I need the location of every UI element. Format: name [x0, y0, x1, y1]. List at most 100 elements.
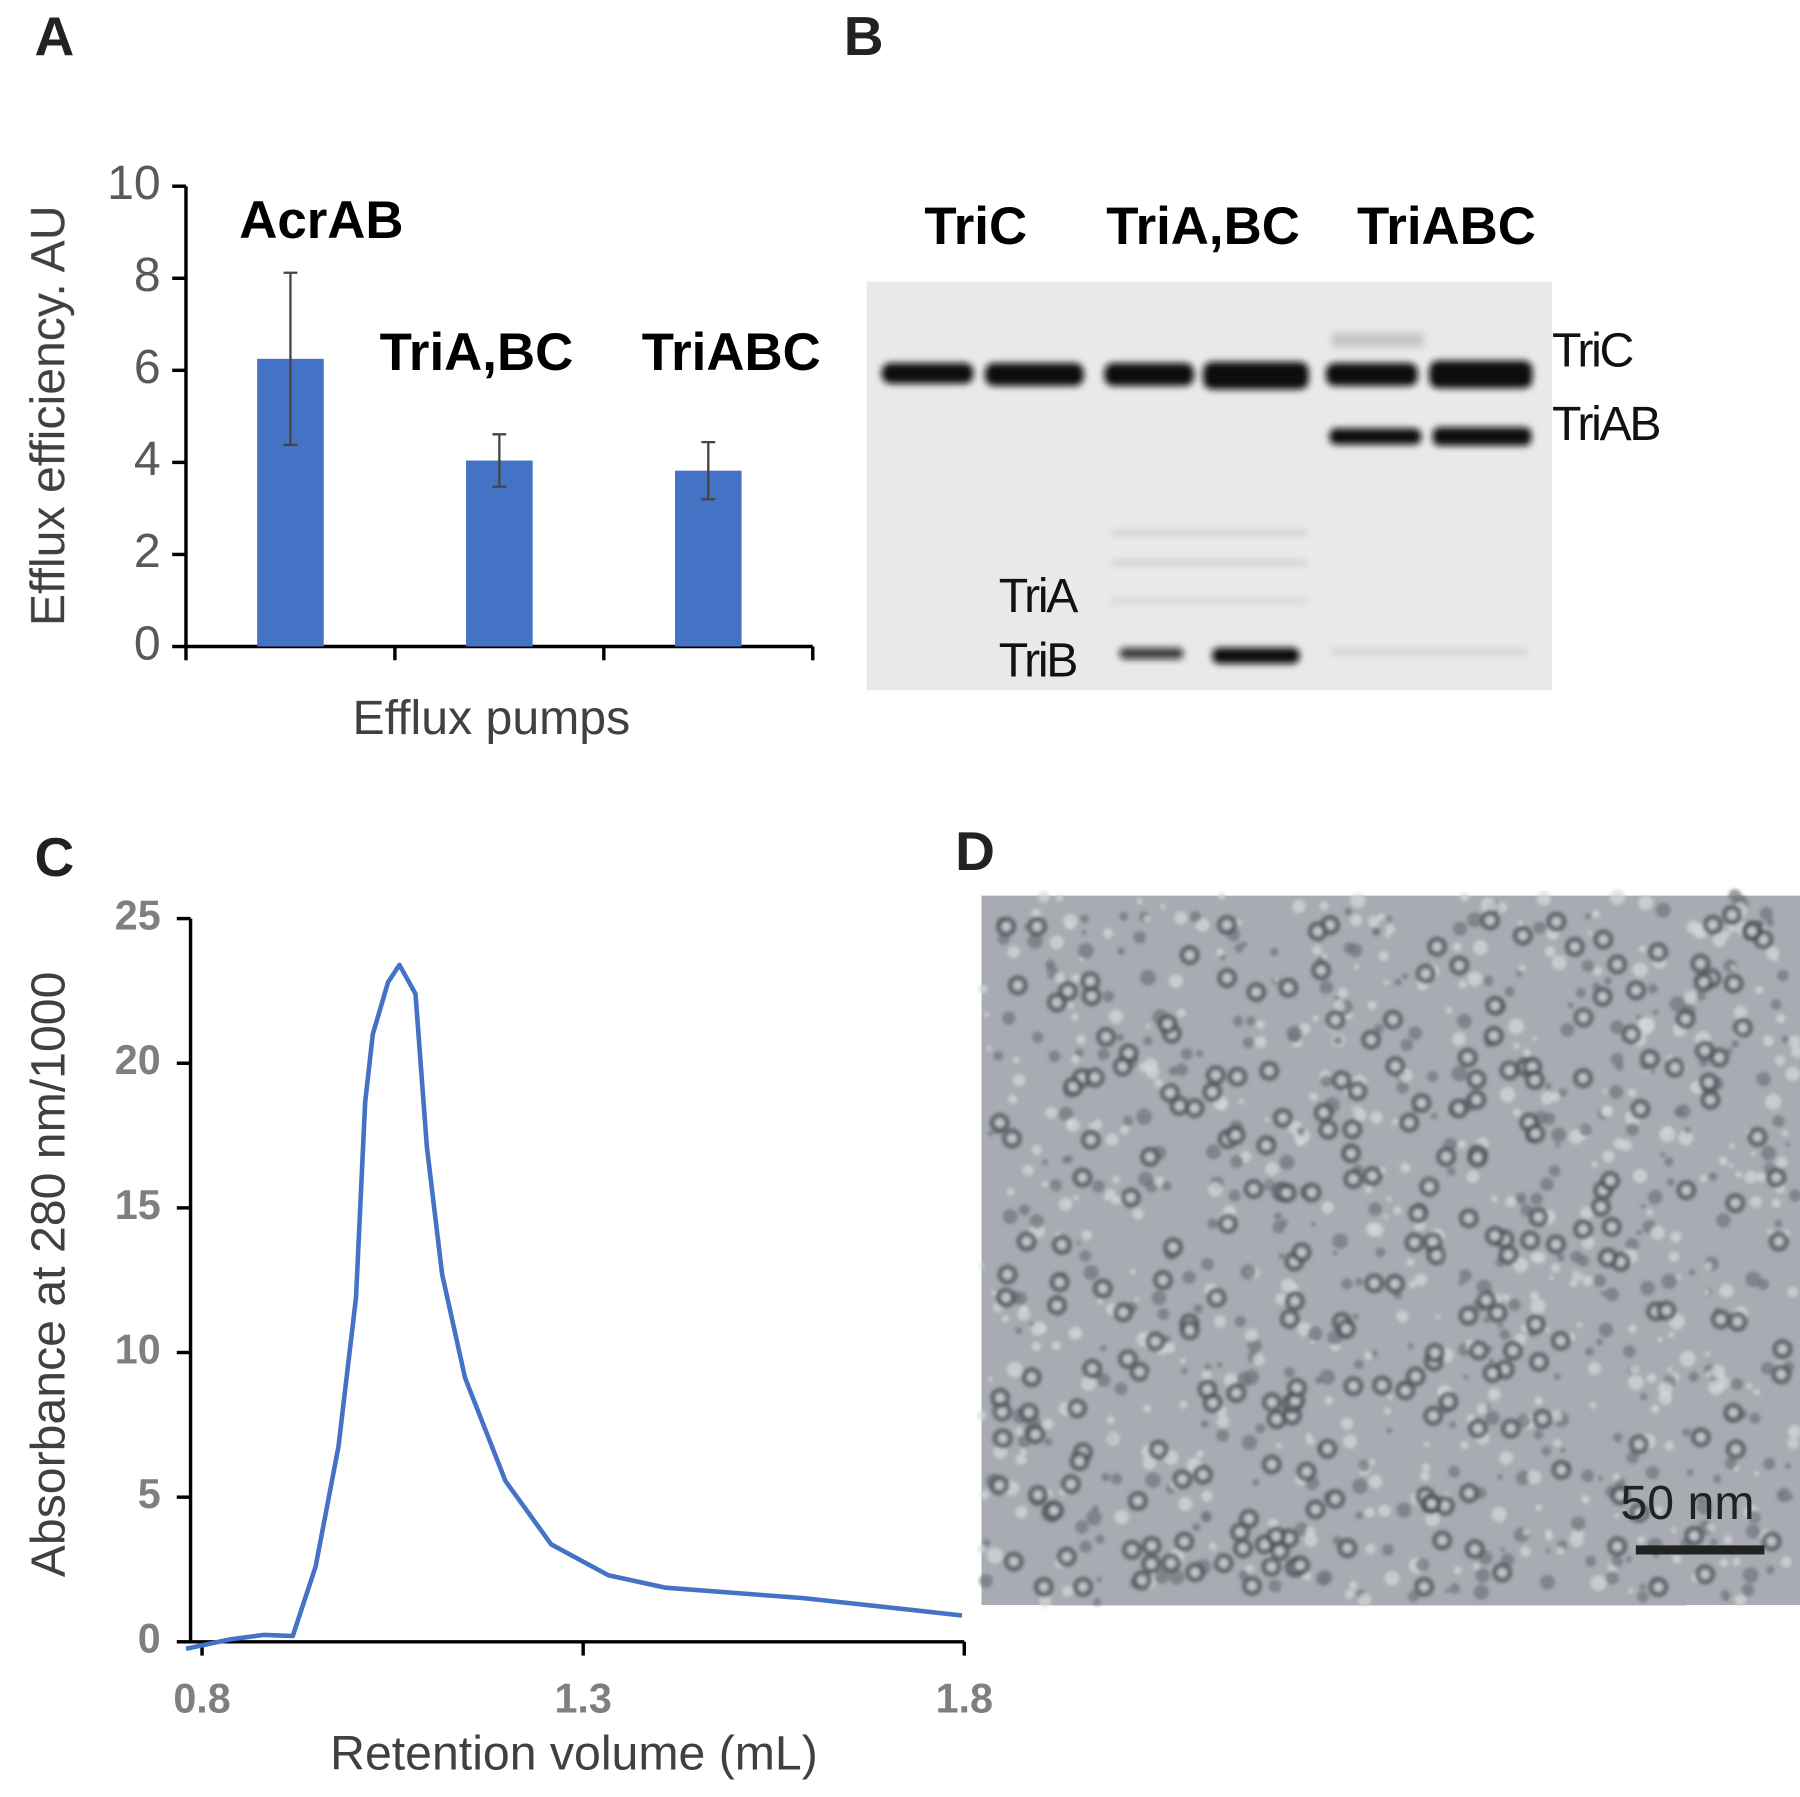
texture: [978, 984, 988, 994]
texture: [1071, 973, 1081, 983]
texture: [1602, 1088, 1607, 1094]
particle-core: [1708, 920, 1718, 930]
texture: [993, 1050, 1004, 1061]
texture: [1333, 1035, 1343, 1046]
band-label: TriC: [1552, 324, 1633, 378]
texture: [1201, 1490, 1213, 1502]
texture: [1772, 1115, 1785, 1128]
particle-core: [1700, 1569, 1710, 1579]
texture: [1730, 964, 1736, 971]
texture: [1349, 913, 1363, 927]
y-axis-label: Absorbance at 280 nm/1000: [21, 972, 75, 1578]
texture: [1638, 1018, 1646, 1026]
texture: [1414, 1273, 1427, 1286]
texture: [1371, 927, 1381, 936]
texture: [1741, 1583, 1755, 1597]
particle-core: [1597, 992, 1608, 1002]
line-series: [185, 962, 963, 1651]
texture: [1598, 1322, 1614, 1338]
texture: [1678, 1130, 1693, 1146]
error-bar: [701, 440, 716, 501]
particle-core: [1454, 960, 1464, 971]
texture: [1541, 1446, 1552, 1456]
texture: [1584, 1347, 1594, 1357]
texture: [1006, 1361, 1023, 1378]
texture: [1242, 1036, 1255, 1049]
particle-core: [1244, 1514, 1254, 1524]
particle-core: [1062, 1552, 1072, 1562]
texture: [1292, 899, 1306, 914]
texture: [1394, 978, 1402, 986]
particle-core: [1290, 1296, 1300, 1306]
texture: [1581, 959, 1595, 973]
texture: [1324, 1396, 1334, 1405]
texture: [1704, 1262, 1713, 1271]
particle-core: [1471, 1095, 1481, 1105]
texture: [1058, 1106, 1074, 1122]
category-label: AcrAB: [239, 191, 403, 250]
particle-core: [1556, 1336, 1566, 1346]
texture: [1639, 1583, 1646, 1591]
texture: [1193, 1304, 1203, 1314]
texture: [1513, 1042, 1520, 1050]
texture: [1776, 1013, 1786, 1024]
texture: [1049, 935, 1064, 950]
particle-core: [1278, 1113, 1288, 1123]
texture: [1502, 1293, 1510, 1302]
particle-core: [1752, 1132, 1763, 1142]
texture: [1368, 915, 1380, 928]
particle-core: [1413, 1208, 1423, 1218]
particle-core: [997, 1407, 1007, 1417]
texture: [1142, 1456, 1157, 1470]
texture: [1645, 1465, 1660, 1480]
particle-core: [1231, 1388, 1241, 1398]
texture: [1592, 910, 1601, 919]
texture: [1252, 1479, 1260, 1486]
texture: [1367, 1000, 1377, 1010]
texture: [1348, 1581, 1358, 1590]
texture: [1535, 1504, 1543, 1512]
texture: [1234, 1315, 1246, 1328]
particle-core: [1551, 917, 1561, 927]
texture: [1255, 1423, 1266, 1434]
particle-core: [1390, 1279, 1400, 1289]
texture: [1195, 918, 1210, 933]
particle-core: [1776, 1369, 1786, 1379]
texture: [1747, 1510, 1761, 1524]
texture: [1555, 1142, 1561, 1148]
texture: [1076, 1034, 1086, 1045]
texture: [1358, 1459, 1371, 1472]
texture: [1499, 1087, 1516, 1103]
texture: [1529, 1291, 1540, 1301]
texture: [1375, 1247, 1386, 1258]
particle-core: [1162, 1019, 1173, 1029]
texture: [1396, 1081, 1409, 1094]
texture: [1777, 969, 1789, 982]
particle-core: [1472, 1153, 1483, 1163]
texture: [1787, 1286, 1799, 1298]
particle-core: [1150, 1336, 1161, 1347]
texture: [1044, 1437, 1053, 1446]
texture: [1349, 892, 1366, 909]
particle-core: [1301, 1466, 1312, 1477]
particle-core: [1670, 1062, 1680, 1073]
particle-core: [1758, 934, 1769, 945]
particle-core: [1426, 1499, 1437, 1509]
texture: [1123, 1115, 1134, 1126]
particle-core: [1634, 1439, 1644, 1449]
texture: [1532, 1035, 1538, 1041]
particle-core: [1534, 1357, 1544, 1367]
particle-core: [1492, 1308, 1502, 1318]
texture: [1319, 1369, 1335, 1385]
texture: [1731, 1378, 1744, 1391]
particle-core: [1165, 1088, 1175, 1098]
texture: [1516, 1470, 1532, 1486]
texture: [1604, 977, 1612, 985]
particle-core: [1158, 1275, 1168, 1285]
texture: [1640, 1280, 1655, 1296]
texture: [1112, 1175, 1120, 1184]
particle-core: [1464, 1488, 1474, 1498]
texture: [1029, 1321, 1035, 1327]
particle-core: [1463, 1053, 1473, 1063]
texture: [1778, 1491, 1786, 1499]
